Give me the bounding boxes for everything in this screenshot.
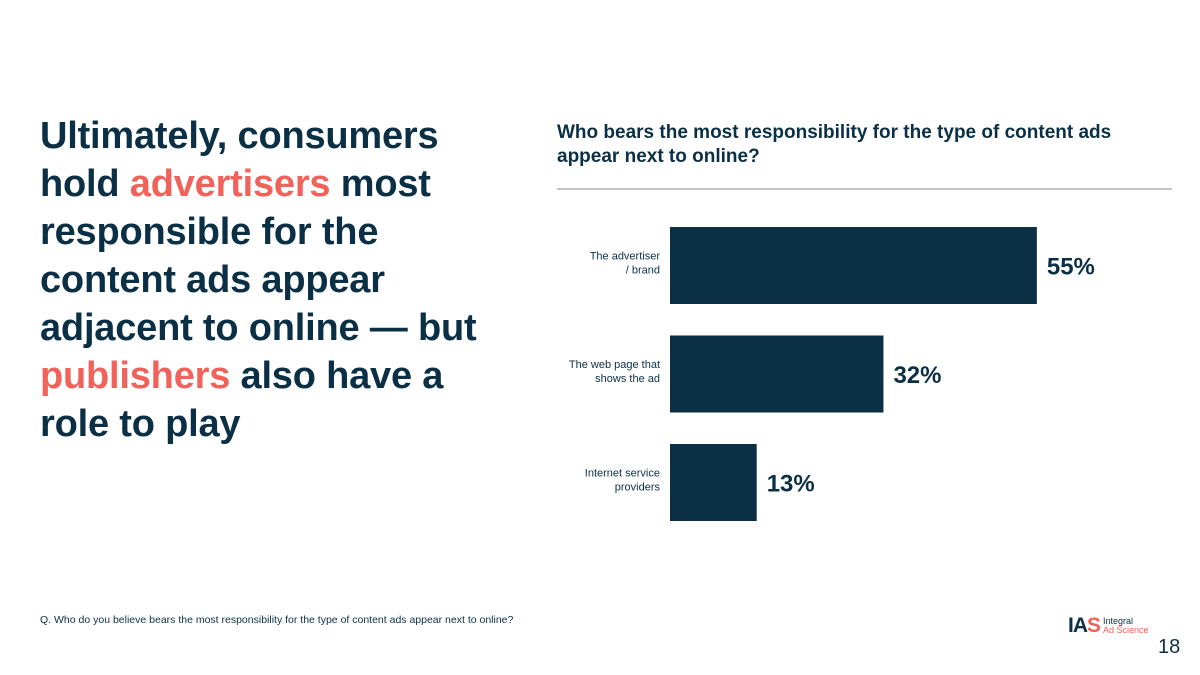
bar-chart: The advertiser / brand 55% The web page tha… (569, 227, 1095, 521)
logo-line-1: Integral (1103, 616, 1134, 626)
bar-0 (670, 227, 1037, 304)
category-label-0: The advertiser / brand (590, 251, 661, 277)
logo-wordmark: Integral Ad Science (1103, 617, 1149, 635)
headline-text: also have a role to play (40, 355, 444, 445)
footnote: Q. Who do you believe bears the most res… (40, 614, 514, 626)
title-divider (557, 188, 1172, 190)
category-label-line: providers (615, 482, 661, 494)
chart-title: Who bears the most responsibility for th… (557, 122, 1112, 167)
bar-1 (670, 335, 884, 413)
category-label-line: The web page that (569, 359, 660, 371)
logo-mark: IAS (1068, 614, 1101, 637)
bar-2 (670, 444, 757, 521)
headline: Ultimately, consumers hold advertisers m… (40, 112, 510, 448)
category-label-line: / brand (626, 265, 660, 277)
data-label-0: 55% (1047, 254, 1095, 281)
headline-highlight: advertisers (129, 163, 331, 205)
category-label-2: Internet service providers (585, 468, 661, 494)
category-label-line: Internet service (585, 468, 660, 480)
category-label-line: The advertiser (590, 251, 661, 263)
headline-text: most responsible for the content ads app… (40, 163, 477, 349)
headline-highlight: publishers (40, 355, 231, 397)
category-label-1: The web page that shows the ad (569, 359, 660, 385)
data-label-2: 13% (767, 471, 815, 498)
category-label-line: shows the ad (595, 373, 660, 385)
headline-text: Ultimately, consumers hold (40, 115, 439, 205)
data-label-1: 32% (893, 362, 941, 389)
logo-line-2: Ad Science (1103, 625, 1149, 635)
page-number: 18 (1158, 636, 1181, 658)
ias-logo: IAS Integral Ad Science (1068, 614, 1149, 638)
